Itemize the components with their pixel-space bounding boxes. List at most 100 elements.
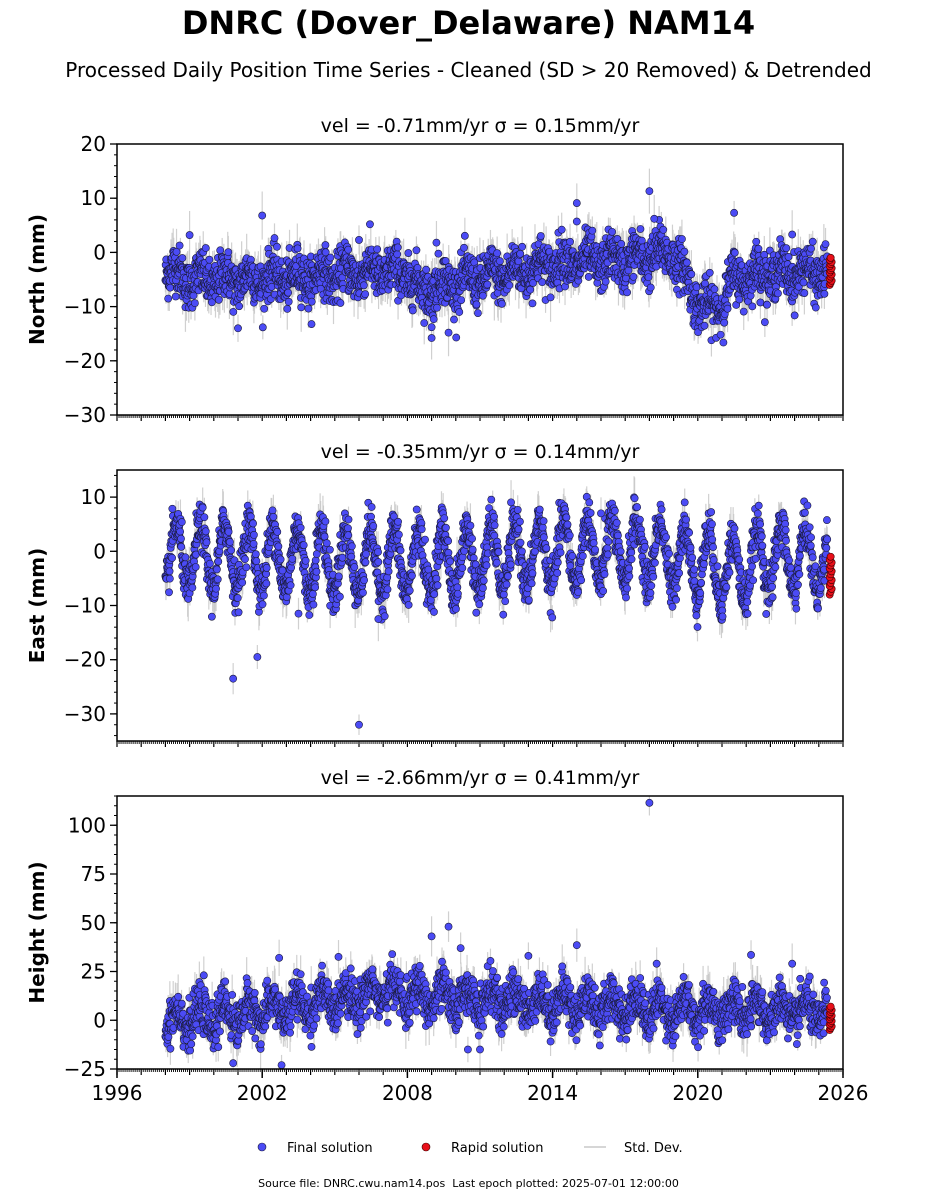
final-point	[441, 257, 450, 265]
final-point	[326, 253, 335, 262]
final-point	[538, 278, 547, 287]
final-point	[572, 199, 581, 207]
final-point	[472, 300, 481, 309]
final-point	[321, 241, 330, 249]
y-axis-label: East (mm)	[25, 548, 49, 664]
final-point	[601, 277, 610, 286]
final-point	[366, 220, 374, 229]
final-point	[811, 303, 820, 312]
final-point	[452, 333, 461, 342]
final-point	[646, 283, 655, 292]
final-point	[624, 266, 633, 275]
final-point	[185, 231, 194, 239]
final-point	[760, 318, 769, 327]
final-point	[216, 246, 225, 255]
final-point	[393, 243, 402, 252]
final-point	[207, 298, 216, 307]
final-point	[754, 244, 763, 253]
y-axis-label: North (mm)	[25, 214, 49, 345]
final-point	[572, 217, 581, 226]
final-point	[258, 323, 267, 332]
final-point	[584, 273, 593, 281]
final-point	[752, 237, 761, 246]
final-point	[730, 248, 739, 257]
final-point	[678, 235, 686, 243]
final-point	[808, 237, 817, 246]
final-point	[692, 283, 701, 292]
final-solution-points	[161, 187, 832, 347]
final-point	[735, 295, 744, 304]
panel-north: vel = -0.71mm/yr σ = 0.15mm/yr North (mm)…	[25, 115, 844, 427]
final-point	[529, 279, 537, 287]
final-point	[307, 320, 316, 328]
final-point	[730, 208, 738, 217]
rapid-solution-points	[825, 253, 836, 289]
final-point	[536, 232, 545, 240]
final-point	[700, 321, 709, 330]
final-point	[429, 315, 438, 324]
final-point	[434, 249, 443, 258]
final-point	[284, 288, 293, 297]
y-tick-label: −20	[64, 349, 106, 373]
final-point	[175, 241, 184, 250]
final-point	[412, 246, 421, 255]
final-point	[304, 304, 313, 313]
y-tick-label: 10	[81, 186, 106, 210]
final-point	[293, 244, 302, 253]
final-point	[427, 334, 436, 342]
final-point	[273, 242, 281, 251]
final-point	[427, 323, 436, 332]
final-point	[307, 297, 316, 306]
final-point	[336, 299, 345, 307]
final-point	[460, 231, 469, 240]
final-point	[566, 237, 574, 246]
final-point	[455, 308, 464, 316]
panel-title: vel = -0.35mm/yr σ = 0.14mm/yr	[321, 441, 640, 463]
final-point	[518, 242, 527, 251]
final-point	[497, 299, 506, 308]
final-point	[359, 281, 368, 290]
final-point	[820, 289, 829, 298]
y-tick-label: 20	[81, 132, 106, 156]
final-point	[270, 234, 279, 242]
final-point	[450, 315, 458, 324]
final-point	[821, 240, 830, 248]
final-point	[224, 248, 233, 257]
final-point	[460, 243, 468, 252]
final-point	[234, 324, 242, 333]
final-point	[557, 225, 566, 234]
final-point	[493, 249, 502, 258]
final-point	[321, 248, 330, 257]
final-point	[433, 303, 441, 312]
final-point	[637, 236, 646, 245]
final-point	[229, 307, 238, 316]
final-point	[546, 293, 555, 302]
final-point	[344, 245, 353, 254]
final-point	[739, 307, 748, 316]
figure-subtitle: Processed Daily Position Time Series - C…	[65, 58, 872, 82]
final-point	[588, 226, 597, 235]
final-point	[800, 289, 809, 297]
final-point	[705, 268, 714, 277]
final-point	[788, 230, 797, 239]
final-point	[393, 250, 402, 259]
final-point	[687, 270, 696, 279]
final-point	[166, 283, 175, 292]
final-point	[526, 285, 535, 294]
final-point	[260, 304, 269, 313]
y-tick-label: 0	[93, 240, 106, 264]
final-point	[361, 290, 370, 299]
plot-area	[161, 168, 836, 360]
final-point	[297, 303, 306, 312]
final-point	[190, 299, 199, 308]
final-point	[710, 285, 719, 294]
final-point	[483, 280, 492, 289]
final-point	[171, 292, 180, 301]
final-point	[748, 302, 757, 311]
final-point	[422, 265, 431, 274]
final-point	[617, 239, 626, 248]
final-point	[790, 311, 799, 320]
final-point	[608, 227, 616, 236]
plot-area	[161, 476, 836, 735]
